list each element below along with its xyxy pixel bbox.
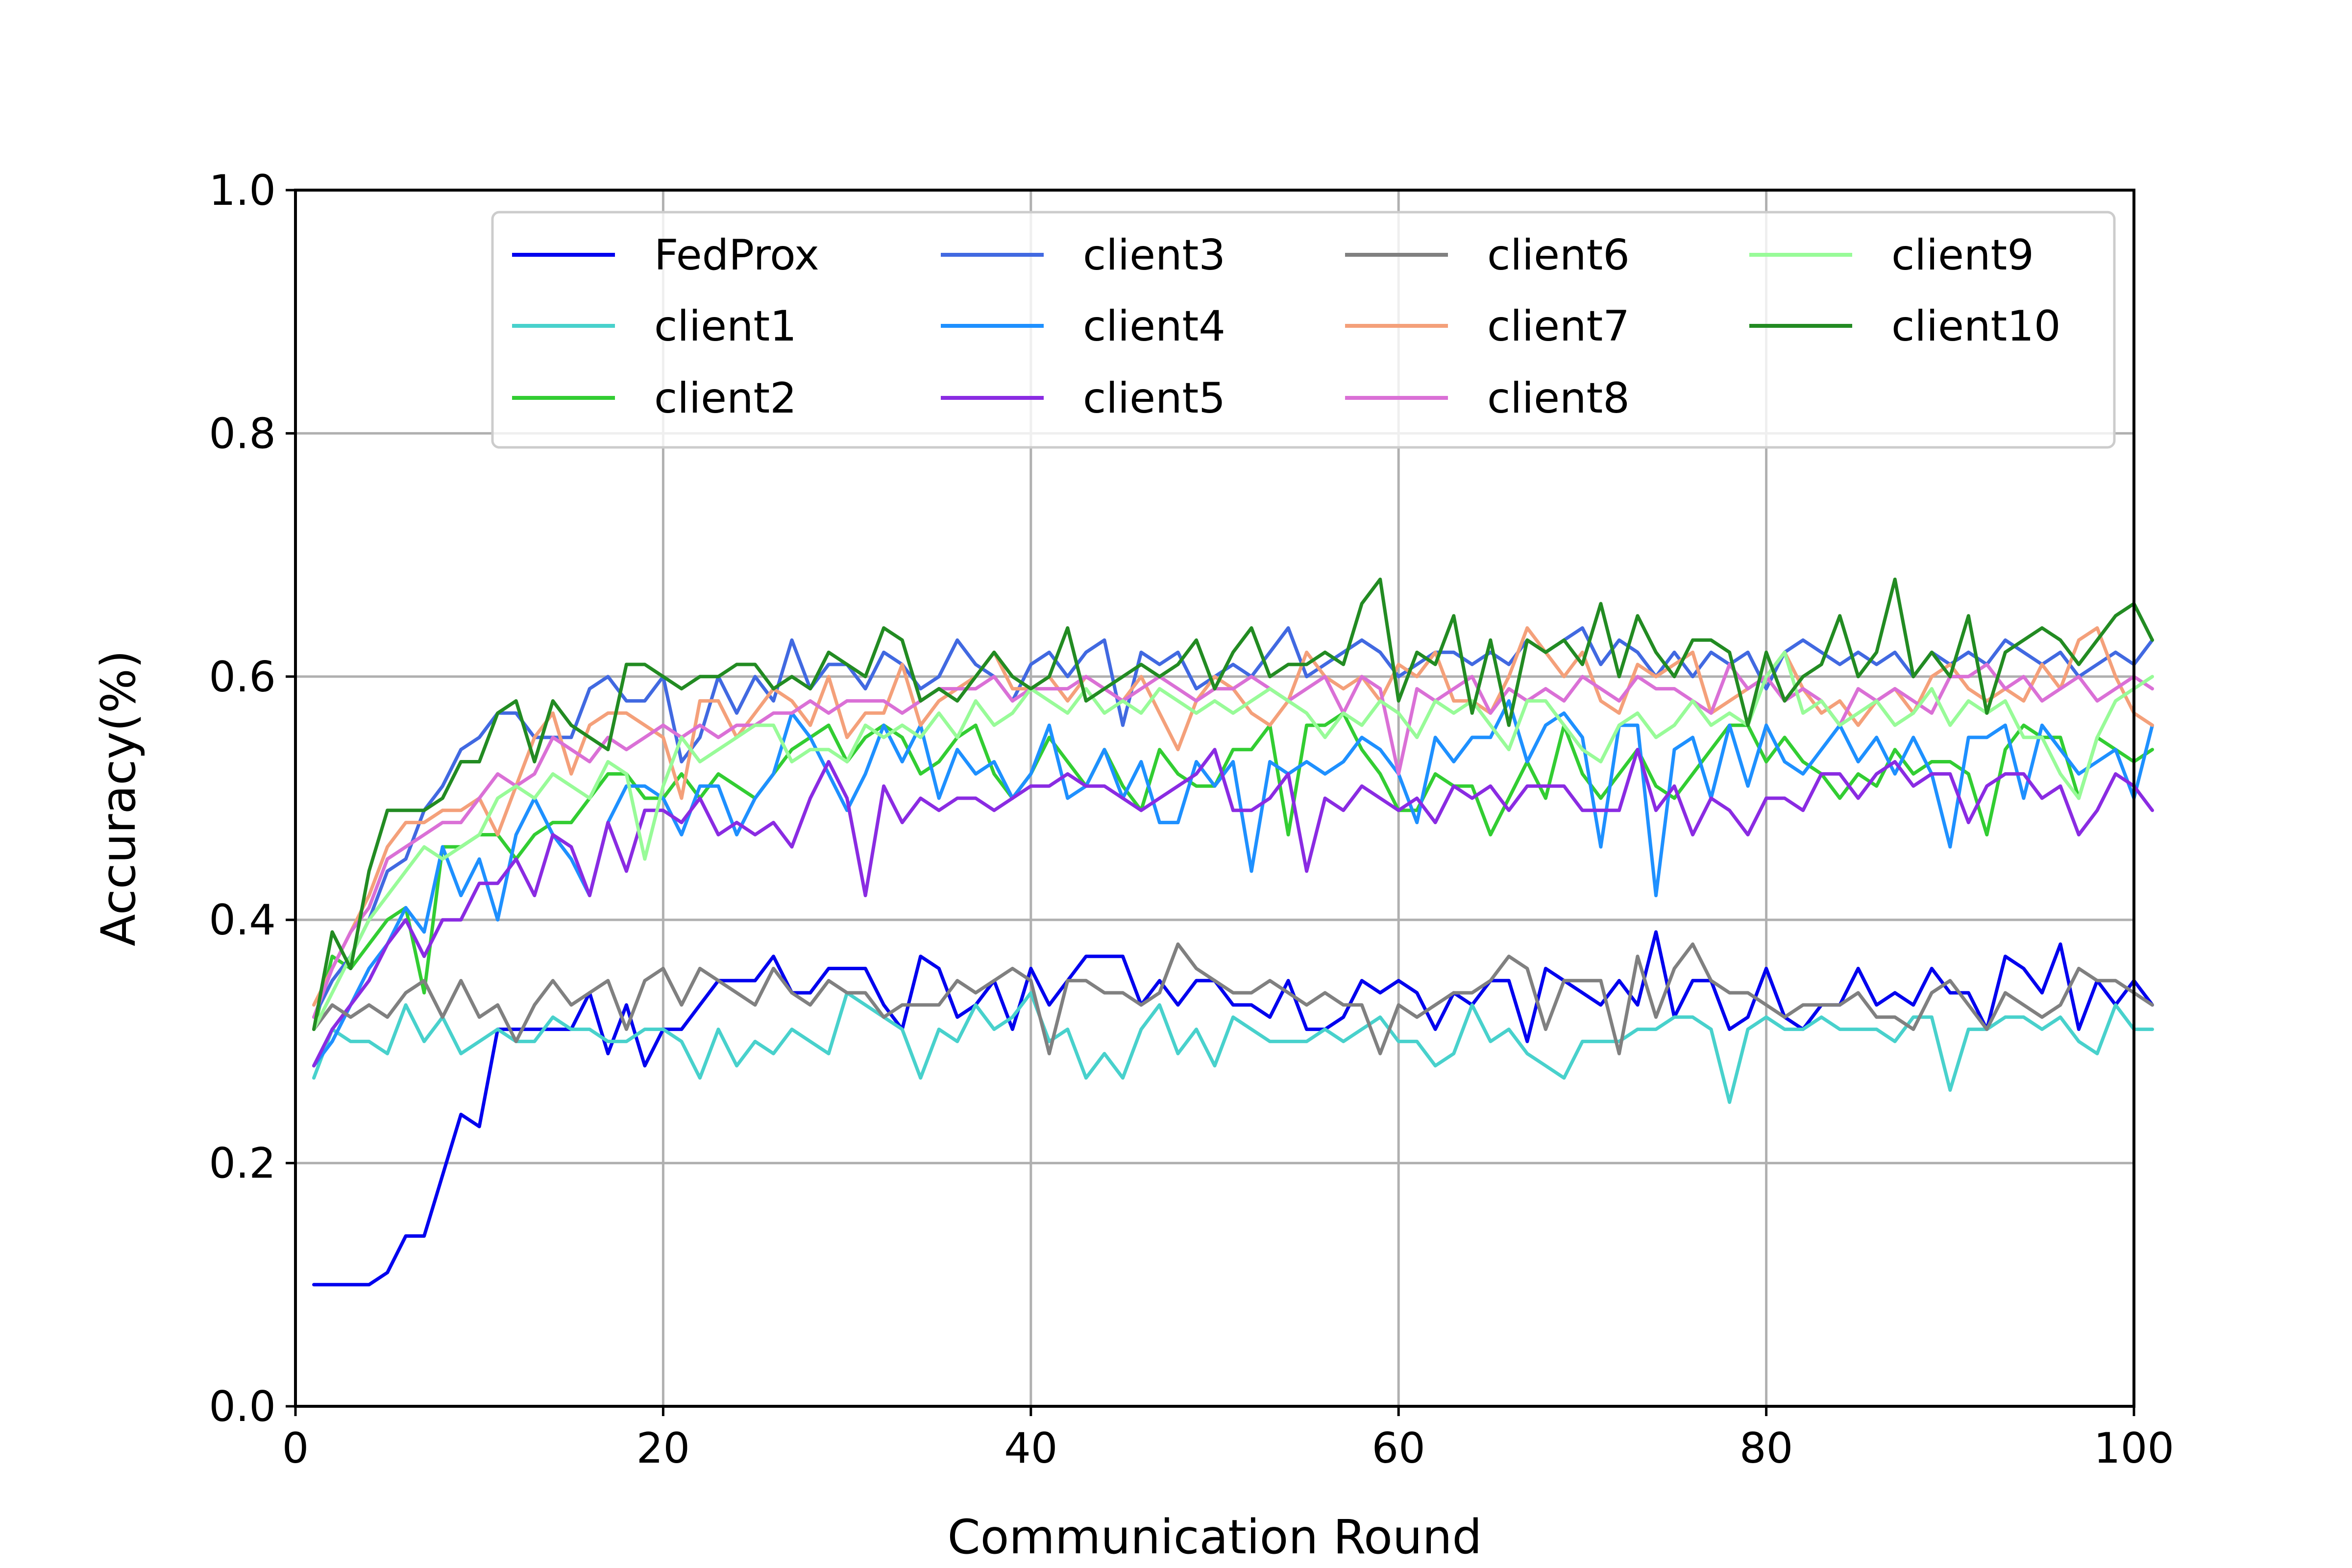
axis-ticks: 0 20 40 60 80 100 0.0 0.2 0.4 0.6 0.8 1.0 [209, 166, 2174, 1473]
series-line-client6 [312, 942, 2154, 1055]
legend-label: client5 [1083, 374, 1225, 423]
x-tick-label: 40 [1004, 1424, 1057, 1473]
legend-label: FedProx [654, 231, 819, 280]
y-axis-title: Accuracy(%) [91, 650, 146, 946]
legend-label: client1 [654, 302, 797, 351]
y-tick-label: 1.0 [209, 166, 276, 215]
legend-label: client7 [1487, 302, 1630, 351]
series-layer [312, 577, 2154, 1287]
series-line-client8 [312, 662, 2154, 1019]
x-tick-label: 60 [1372, 1424, 1425, 1473]
y-tick-label: 0.4 [209, 896, 276, 945]
legend-label: client6 [1487, 231, 1630, 280]
y-tick-label: 0.8 [209, 409, 276, 458]
legend: FedProx client1 client2 client3 client4 clien… [491, 211, 2116, 449]
series-line-client4 [312, 699, 2154, 1068]
legend-label: client3 [1083, 231, 1225, 280]
x-tick-label: 80 [1740, 1424, 1793, 1473]
series-line-client5 [312, 748, 2154, 1068]
legend-label: client2 [654, 374, 797, 423]
plot-frame [294, 189, 2135, 1408]
legend-label: client10 [1891, 302, 2061, 351]
legend-label: client8 [1487, 374, 1630, 423]
y-tick-label: 0.2 [209, 1139, 276, 1188]
series-line-client1 [312, 991, 2154, 1104]
legend-label: client4 [1083, 302, 1225, 351]
x-tick-label: 100 [2094, 1424, 2174, 1473]
series-line-fedprox [312, 930, 2154, 1287]
x-tick-label: 20 [637, 1424, 690, 1473]
series-line-client10 [312, 577, 2154, 1031]
x-tick-label: 0 [282, 1424, 309, 1473]
y-tick-label: 0.0 [209, 1382, 276, 1431]
x-axis-title: Communication Round [948, 1510, 1482, 1565]
legend-box [491, 211, 2116, 449]
y-tick-label: 0.6 [209, 653, 276, 702]
legend-label: client9 [1891, 231, 2034, 280]
series-line-client9 [312, 650, 2154, 1031]
series-line-client2 [312, 711, 2154, 1031]
